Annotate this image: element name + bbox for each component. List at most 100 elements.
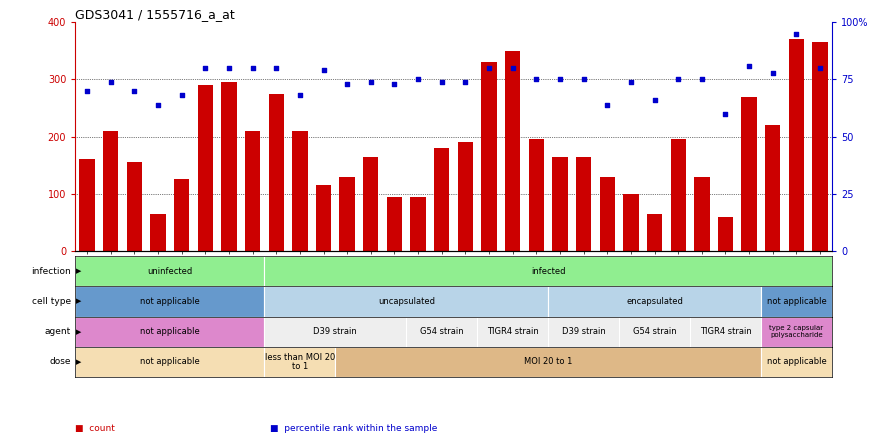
Text: uninfected: uninfected <box>147 267 192 276</box>
Point <box>127 87 142 95</box>
Point <box>719 110 733 117</box>
Point <box>198 64 212 71</box>
Point <box>151 101 165 108</box>
Text: not applicable: not applicable <box>766 297 827 306</box>
Point <box>340 80 354 87</box>
Point <box>174 92 189 99</box>
Point <box>411 76 425 83</box>
Bar <box>150 214 165 251</box>
Point <box>80 87 94 95</box>
Bar <box>552 157 567 251</box>
Point <box>813 64 827 71</box>
Bar <box>742 96 757 251</box>
Bar <box>528 139 544 251</box>
Bar <box>316 185 331 251</box>
Bar <box>387 197 402 251</box>
Bar <box>265 286 548 317</box>
Bar <box>335 347 761 377</box>
Bar <box>363 157 379 251</box>
Bar <box>80 159 95 251</box>
Bar <box>761 347 832 377</box>
Text: ■  percentile rank within the sample: ■ percentile rank within the sample <box>270 424 437 433</box>
Bar <box>127 162 142 251</box>
Text: ▶: ▶ <box>76 268 81 274</box>
Bar <box>789 40 804 251</box>
Bar <box>477 317 548 347</box>
Text: not applicable: not applicable <box>140 327 200 336</box>
Point <box>529 76 543 83</box>
Point <box>293 92 307 99</box>
Bar <box>690 317 761 347</box>
Point <box>553 76 567 83</box>
Text: uncapsulated: uncapsulated <box>378 297 435 306</box>
Text: infection: infection <box>31 267 71 276</box>
Text: D39 strain: D39 strain <box>313 327 358 336</box>
Text: not applicable: not applicable <box>140 357 200 366</box>
Point <box>269 64 283 71</box>
Bar <box>548 286 761 317</box>
Point <box>435 78 449 85</box>
Point <box>624 78 638 85</box>
Point <box>104 78 118 85</box>
Point <box>789 30 804 37</box>
Bar <box>620 317 690 347</box>
Point <box>364 78 378 85</box>
Text: type 2 capsular
polysaccharide: type 2 capsular polysaccharide <box>769 325 824 338</box>
Point <box>766 69 780 76</box>
Bar <box>505 51 520 251</box>
Text: G54 strain: G54 strain <box>419 327 464 336</box>
Text: dose: dose <box>50 357 71 366</box>
Point <box>222 64 236 71</box>
Bar <box>268 94 284 251</box>
Point <box>742 62 756 69</box>
Bar <box>766 125 781 251</box>
Bar <box>265 317 406 347</box>
Bar <box>75 256 265 286</box>
Point <box>671 76 685 83</box>
Bar <box>548 317 619 347</box>
Point <box>388 80 402 87</box>
Bar <box>576 157 591 251</box>
Bar <box>265 256 832 286</box>
Bar <box>75 347 265 377</box>
Bar <box>434 148 450 251</box>
Text: not applicable: not applicable <box>766 357 827 366</box>
Bar <box>265 347 335 377</box>
Bar <box>411 197 426 251</box>
Bar <box>718 217 733 251</box>
Text: TIGR4 strain: TIGR4 strain <box>700 327 751 336</box>
Bar <box>197 85 213 251</box>
Text: ▶: ▶ <box>76 329 81 335</box>
Bar <box>671 139 686 251</box>
Text: cell type: cell type <box>32 297 71 306</box>
Point <box>576 76 590 83</box>
Point <box>245 64 259 71</box>
Point <box>695 76 709 83</box>
Text: ▶: ▶ <box>76 298 81 305</box>
Text: not applicable: not applicable <box>140 297 200 306</box>
Bar <box>174 179 189 251</box>
Bar <box>406 317 477 347</box>
Bar <box>694 177 710 251</box>
Text: MOI 20 to 1: MOI 20 to 1 <box>524 357 573 366</box>
Point <box>317 67 331 74</box>
Bar <box>245 131 260 251</box>
Text: less than MOI 20
to 1: less than MOI 20 to 1 <box>265 353 335 371</box>
Point <box>648 96 662 103</box>
Text: infected: infected <box>531 267 566 276</box>
Text: TIGR4 strain: TIGR4 strain <box>487 327 539 336</box>
Bar <box>103 131 119 251</box>
Text: agent: agent <box>44 327 71 336</box>
Text: encapsulated: encapsulated <box>626 297 683 306</box>
Point <box>458 78 473 85</box>
Bar <box>340 177 355 251</box>
Bar <box>599 177 615 251</box>
Bar <box>761 317 832 347</box>
Point <box>482 64 496 71</box>
Bar <box>75 286 265 317</box>
Bar <box>458 142 473 251</box>
Text: D39 strain: D39 strain <box>562 327 605 336</box>
Point <box>505 64 519 71</box>
Text: GDS3041 / 1555716_a_at: GDS3041 / 1555716_a_at <box>75 8 235 21</box>
Bar <box>647 214 662 251</box>
